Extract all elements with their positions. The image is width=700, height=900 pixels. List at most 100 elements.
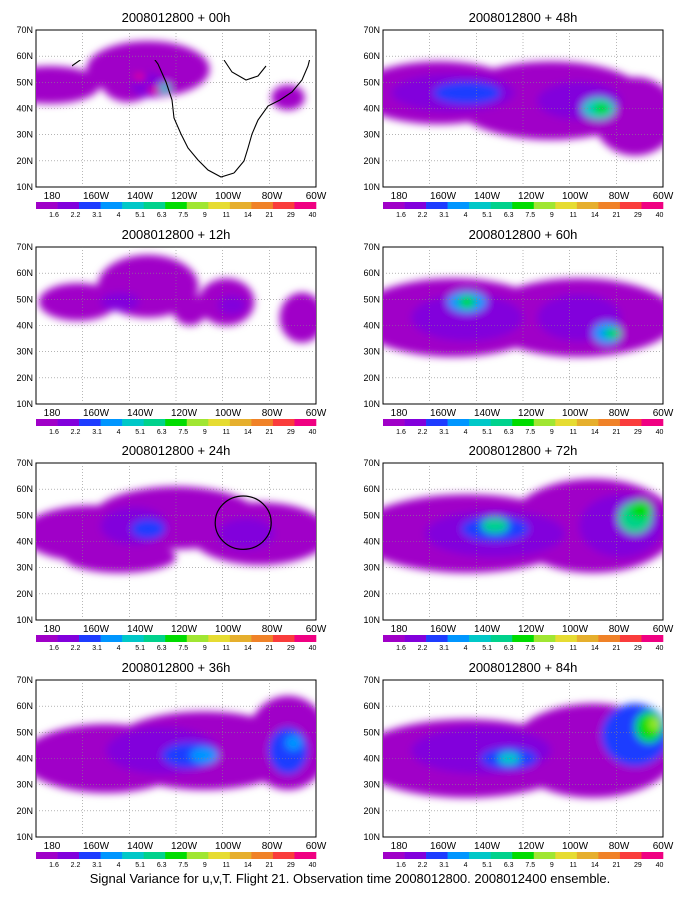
lon-tick-label: 140W	[127, 191, 154, 202]
lat-tick-label: 70N	[363, 25, 380, 35]
lat-tick-label: 40N	[16, 104, 33, 114]
lon-tick-label: 100W	[562, 191, 589, 202]
lat-tick-label: 20N	[363, 589, 380, 599]
lon-tick-label: 140W	[127, 624, 154, 635]
colorbar-swatch	[272, 419, 295, 426]
colorbar-swatch	[229, 635, 252, 642]
map-panel: 2008012800 + 36h 70N 60N 50N 40N 30N 20N 10N 180…	[16, 660, 326, 869]
lat-tick-label: 70N	[16, 25, 33, 35]
colorbar-swatch	[469, 852, 491, 859]
colorbar-swatch	[469, 202, 491, 209]
lat-tick-label: 40N	[363, 754, 380, 764]
lon-tick-label: 100W	[215, 191, 242, 202]
colorbar-label: 40	[656, 429, 664, 436]
colorbar-swatch	[426, 202, 448, 209]
colorbar-swatch	[598, 419, 621, 426]
colorbar-swatch	[533, 202, 556, 209]
lon-tick-label: 160W	[83, 408, 110, 419]
variance-field	[38, 254, 316, 343]
colorbar-swatch	[100, 202, 123, 209]
colorbar-swatch	[555, 852, 578, 859]
colorbar-label: 4	[464, 645, 468, 652]
lat-tick-label: 60N	[363, 484, 380, 494]
colorbar-swatch	[512, 202, 535, 209]
colorbar-swatch	[641, 419, 664, 426]
lat-tick-label: 50N	[16, 294, 33, 304]
colorbar-swatch	[36, 852, 58, 859]
lon-tick-label: 100W	[215, 841, 242, 852]
colorbar-label: 5.1	[482, 212, 492, 219]
lon-tick-label: 100W	[562, 841, 589, 852]
panel-title: 2008012800 + 24h	[122, 443, 231, 458]
panel-title: 2008012800 + 72h	[469, 443, 578, 458]
colorbar-label: 21	[265, 429, 273, 436]
lat-tick-label: 70N	[363, 675, 380, 685]
colorbar-swatch	[272, 635, 295, 642]
colorbar-swatch	[555, 202, 578, 209]
lon-tick-label: 60W	[653, 841, 674, 852]
colorbar-label: 14	[591, 645, 599, 652]
colorbar-label: 29	[634, 212, 642, 219]
variance-blob	[411, 727, 551, 775]
colorbar-swatch	[229, 419, 252, 426]
colorbar-label: 5.1	[482, 645, 492, 652]
colorbar-swatch	[533, 852, 556, 859]
colorbar-label: 9	[203, 645, 207, 652]
lat-tick-label: 20N	[16, 806, 33, 816]
colorbar-swatch	[619, 202, 642, 209]
colorbar-label: 3.1	[92, 862, 102, 869]
colorbar-label: 9	[203, 429, 207, 436]
colorbar-label: 2.2	[71, 429, 81, 436]
colorbar-label: 11	[223, 212, 230, 219]
colorbar-swatch	[208, 852, 231, 859]
lat-tick-label: 50N	[16, 77, 33, 87]
colorbar-swatch	[122, 202, 144, 209]
colorbar-label: 5.1	[135, 645, 145, 652]
colorbar-label: 11	[223, 429, 230, 436]
colorbar-label: 1.6	[49, 429, 59, 436]
colorbar-swatch	[447, 852, 470, 859]
lon-tick-label: 160W	[430, 191, 457, 202]
colorbar-label: 9	[550, 862, 554, 869]
colorbar-label: 3.1	[439, 429, 449, 436]
lat-tick-label: 60N	[363, 51, 380, 61]
figure-caption: Signal Variance for u,v,T. Flight 21. Ob…	[89, 871, 611, 886]
variance-blob	[604, 328, 621, 339]
colorbar-label: 29	[287, 645, 295, 652]
colorbar-swatch	[490, 852, 513, 859]
colorbar-label: 4	[117, 645, 121, 652]
colorbar-label: 6.3	[504, 212, 514, 219]
colorbar-label: 6.3	[504, 429, 514, 436]
lat-lon-grid	[383, 30, 663, 187]
colorbar-label: 40	[309, 862, 317, 869]
colorbar-swatch	[533, 635, 556, 642]
colorbar-label: 3.1	[439, 212, 449, 219]
lat-tick-label: 40N	[16, 537, 33, 547]
variance-blob	[279, 292, 316, 343]
lon-tick-label: 160W	[83, 841, 110, 852]
colorbar-swatch	[383, 635, 405, 642]
colorbar-label: 2.2	[71, 645, 81, 652]
colorbar-swatch	[57, 852, 80, 859]
lon-tick-label: 120W	[518, 191, 545, 202]
lat-tick-label: 60N	[16, 268, 33, 278]
lon-tick-label: 60W	[306, 408, 327, 419]
lon-tick-label: 180	[391, 624, 408, 635]
colorbar-label: 21	[265, 862, 273, 869]
lat-tick-label: 60N	[16, 701, 33, 711]
colorbar-label: 2.2	[418, 645, 428, 652]
colorbar-label: 29	[634, 429, 642, 436]
lon-tick-label: 80W	[609, 624, 630, 635]
lon-tick-label: 80W	[262, 191, 283, 202]
colorbar-swatch	[229, 852, 252, 859]
lon-tick-label: 180	[44, 841, 61, 852]
colorbar-swatch	[294, 852, 317, 859]
colorbar-label: 7.5	[178, 645, 188, 652]
colorbar-label: 29	[634, 645, 642, 652]
colorbar-swatch	[36, 202, 58, 209]
variance-blob	[100, 292, 140, 312]
map-panel: 2008012800 + 60h 70N 60N 50N 40N 30N 20N 10N 180…	[363, 227, 673, 436]
variance-field	[36, 695, 316, 794]
colorbar-swatch	[143, 202, 166, 209]
